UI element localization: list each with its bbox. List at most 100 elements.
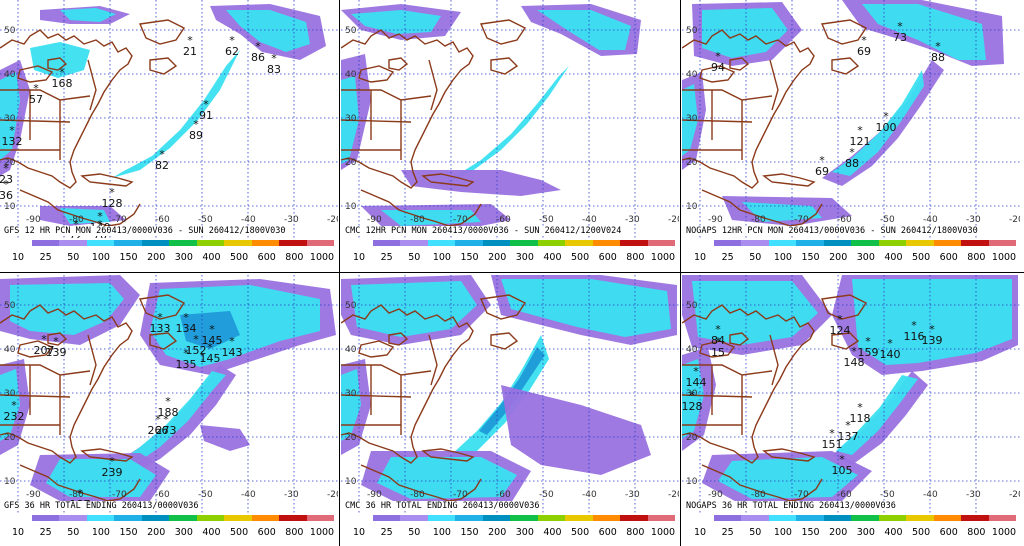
colorbar-label: 1000 bbox=[309, 252, 335, 263]
lon-label: -20 bbox=[327, 215, 338, 225]
land-outline bbox=[701, 189, 823, 227]
colorbar-swatch bbox=[933, 240, 961, 246]
colorbar-label: 800 bbox=[285, 527, 304, 538]
max-marker-star: * bbox=[911, 319, 917, 332]
colorbar-label: 50 bbox=[67, 252, 80, 263]
land-outline bbox=[682, 334, 779, 435]
max-value-label: 86 bbox=[251, 51, 265, 64]
precip-area bbox=[112, 50, 240, 178]
lon-label: -30 bbox=[966, 490, 981, 500]
colorbar bbox=[686, 240, 1016, 246]
max-marker-star: * bbox=[53, 335, 59, 348]
lat-label: 20 bbox=[686, 158, 698, 168]
colorbar-swatch bbox=[224, 240, 252, 246]
colorbar-swatch bbox=[823, 515, 851, 521]
colorbar-swatch bbox=[306, 515, 334, 521]
precip-area bbox=[441, 66, 569, 186]
precip-area bbox=[852, 279, 1012, 365]
land-outline bbox=[138, 294, 186, 350]
max-marker-star: * bbox=[187, 34, 193, 47]
max-value-label: 266 bbox=[148, 424, 169, 437]
precip-area bbox=[381, 210, 481, 226]
land-outline bbox=[0, 29, 133, 189]
max-marker-star: * bbox=[837, 313, 843, 326]
panel-nogaps-12hr: 5040302010-90-80-70-60-50-40-30-20*73*69… bbox=[682, 0, 1020, 272]
max-marker-star: * bbox=[715, 323, 721, 336]
colorbar-swatch bbox=[647, 240, 675, 246]
max-marker-star: * bbox=[857, 401, 863, 414]
precip-area bbox=[501, 385, 651, 475]
colorbar-swatch bbox=[279, 515, 307, 521]
lon-label: -60 bbox=[496, 215, 511, 225]
land-outline bbox=[479, 19, 527, 75]
colorbar-swatch bbox=[169, 515, 197, 521]
land-outline bbox=[360, 189, 482, 227]
colorbar-swatch bbox=[86, 515, 114, 521]
precip-area bbox=[377, 457, 517, 499]
colorbar-label: 300 bbox=[856, 527, 875, 538]
lon-label: -50 bbox=[198, 215, 213, 225]
max-marker-star: * bbox=[193, 118, 199, 131]
map-cmc-12hr: 50 40 30 20 10 -90 -80 -70 -60 -50 -40 -30 -20 bbox=[341, 0, 679, 238]
precip-area bbox=[46, 459, 156, 497]
precip-area bbox=[718, 457, 858, 499]
colorbar-label: 10 bbox=[352, 252, 366, 263]
precip-area bbox=[836, 375, 918, 455]
max-marker-star: * bbox=[165, 395, 171, 408]
precip-area bbox=[118, 371, 226, 465]
lon-label: -90 bbox=[26, 215, 41, 225]
lon-label: -80 bbox=[69, 490, 84, 500]
land-outline bbox=[19, 189, 141, 227]
max-value-label: 137 bbox=[838, 430, 859, 443]
lon-label: -90 bbox=[367, 490, 382, 500]
max-value-label: 73 bbox=[893, 31, 907, 44]
lon-label: -30 bbox=[966, 215, 981, 225]
max-marker-star: * bbox=[159, 148, 165, 161]
max-marker-star: * bbox=[929, 323, 935, 336]
lat-label: 40 bbox=[4, 70, 16, 80]
lat-label: 30 bbox=[4, 114, 16, 124]
max-value-label: 239 bbox=[102, 466, 123, 479]
max-value-label: 148 bbox=[844, 356, 865, 369]
colorbar-label: 300 bbox=[174, 527, 193, 538]
colorbar-swatch bbox=[961, 240, 989, 246]
colorbar-label: 100 bbox=[91, 252, 110, 263]
colorbar-swatch bbox=[565, 240, 593, 246]
max-marker-star: * bbox=[839, 453, 845, 466]
max-value-label: 128 bbox=[682, 400, 703, 413]
map-gfs-36hr: 5040302010-90-80-70-60-50-40-30-20*133*1… bbox=[0, 275, 338, 513]
max-marker-star: * bbox=[109, 186, 115, 199]
lon-label: -40 bbox=[923, 490, 938, 500]
lat-label: 40 bbox=[686, 70, 698, 80]
lat-label: 40 bbox=[686, 345, 698, 355]
lon-label: -50 bbox=[539, 215, 554, 225]
lon-label: -90 bbox=[26, 490, 41, 500]
precip-area bbox=[351, 10, 441, 34]
colorbar bbox=[4, 515, 334, 521]
colorbar-label: 150 bbox=[801, 252, 820, 263]
colorbar-swatch bbox=[400, 240, 428, 246]
max-marker-star: * bbox=[857, 124, 863, 137]
precip-area bbox=[351, 281, 477, 337]
max-marker-star: * bbox=[11, 399, 17, 412]
colorbar-swatch bbox=[482, 515, 510, 521]
max-marker-star: * bbox=[41, 333, 47, 346]
max-marker-star: * bbox=[849, 146, 855, 159]
colorbar-label: 300 bbox=[856, 252, 875, 263]
lat-label: 10 bbox=[686, 202, 698, 212]
colorbar-label: 150 bbox=[119, 527, 138, 538]
lon-label: -30 bbox=[284, 215, 299, 225]
colorbar-label: 300 bbox=[515, 252, 534, 263]
max-marker-star: * bbox=[715, 335, 721, 348]
colorbar-label: 800 bbox=[626, 252, 645, 263]
colorbar-swatch bbox=[345, 515, 373, 521]
precip-area bbox=[60, 208, 110, 224]
max-value-label: 69 bbox=[815, 165, 829, 178]
max-marker-star: * bbox=[689, 389, 695, 402]
colorbar-swatch bbox=[537, 240, 565, 246]
lon-label: -20 bbox=[668, 490, 679, 500]
colorbar-label: 150 bbox=[119, 252, 138, 263]
max-marker-star: * bbox=[693, 365, 699, 378]
lat-label: 10 bbox=[686, 477, 698, 487]
colorbar-swatch bbox=[306, 240, 334, 246]
